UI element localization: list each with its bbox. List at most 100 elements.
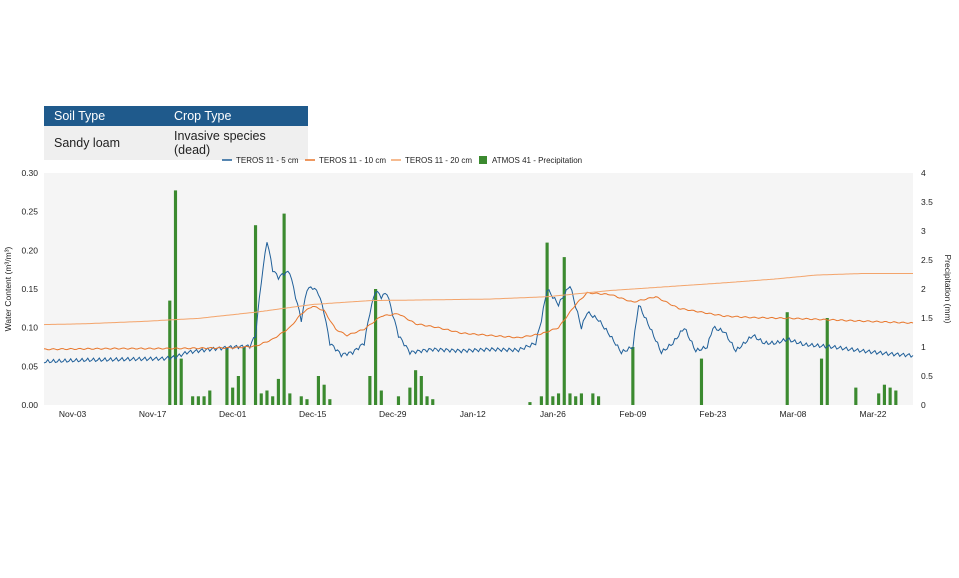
series-line (43, 242, 914, 364)
precip-bar (231, 387, 235, 405)
precip-bar (374, 289, 378, 405)
precip-bar (539, 396, 543, 405)
precip-bar (299, 396, 303, 405)
crop-type-header: Crop Type (164, 106, 308, 126)
y-tick-label: 0.10 (21, 323, 38, 333)
precip-bar (202, 396, 206, 405)
precip-bar (379, 390, 383, 405)
legend-label: TEROS 11 - 20 cm (405, 156, 472, 165)
x-tick-label: Feb-09 (619, 409, 646, 419)
legend-label: TEROS 11 - 5 cm (236, 156, 299, 165)
y2-tick-label: 3.5 (921, 197, 933, 207)
y2-tick-label: 0.5 (921, 371, 933, 381)
precipitation-bars (168, 190, 898, 405)
precip-bar (322, 384, 326, 405)
x-tick-label: Feb-23 (699, 409, 726, 419)
y2-tick-label: 3 (921, 226, 926, 236)
crop-type-value: Invasive species (dead) (164, 126, 308, 160)
precip-bar (877, 393, 881, 405)
precip-bar (396, 396, 401, 405)
soil-type-value: Sandy loam (44, 126, 164, 160)
precip-bar (316, 376, 320, 405)
right-axis-label: Precipitation (mm) (943, 255, 953, 324)
precip-bar (168, 300, 172, 405)
precip-bar (425, 396, 429, 405)
y2-tick-label: 1.5 (921, 313, 933, 323)
precip-bar (288, 393, 292, 405)
site-info-table: Soil Type Crop Type Sandy loam Invasive … (44, 106, 308, 160)
precip-bar (196, 396, 200, 405)
x-tick-label: Nov-17 (139, 409, 167, 419)
precip-bar (242, 347, 246, 405)
precip-bar (825, 318, 829, 405)
precip-bar (271, 396, 275, 405)
precip-bar (562, 257, 566, 405)
x-tick-label: Mar-22 (860, 409, 887, 419)
chart-legend: TEROS 11 - 5 cm TEROS 11 - 10 cm TEROS 11 … (222, 156, 582, 165)
legend-label: TEROS 11 - 10 cm (319, 156, 386, 165)
y-tick-label: 0.05 (21, 361, 38, 371)
x-tick-label: Nov-03 (59, 409, 87, 419)
precip-bar (368, 376, 372, 405)
x-tick-label: Dec-29 (379, 409, 407, 419)
y2-tick-label: 2.5 (921, 255, 933, 265)
precip-bar (596, 396, 601, 405)
y2-tick-label: 4 (921, 168, 926, 178)
precip-bar (179, 358, 183, 405)
precip-bar (854, 387, 858, 405)
precip-bar (591, 393, 595, 405)
precip-bar (191, 396, 195, 405)
precip-bar (253, 225, 258, 405)
precip-bar (545, 242, 549, 405)
left-axis-label: Water Content (m³/m³) (3, 246, 13, 331)
water-content-chart: TEROS 11 - 5 cm TEROS 11 - 10 cm TEROS 11 … (3, 156, 953, 419)
precip-bar (579, 393, 583, 405)
precip-bar (236, 376, 240, 405)
precip-bar (528, 402, 532, 405)
precip-bar (225, 347, 229, 405)
legend-label: ATMOS 41 - Precipitation (492, 156, 582, 165)
y-tick-label: 0.15 (21, 284, 38, 294)
series-line (43, 291, 914, 351)
legend-bar-swatch (479, 156, 487, 164)
precip-bar (888, 387, 892, 405)
site-info-header-row: Soil Type Crop Type (44, 106, 308, 126)
precip-bar (328, 399, 332, 405)
precip-bar (699, 358, 704, 405)
site-info-row: Sandy loam Invasive species (dead) (44, 126, 308, 160)
y2-tick-label: 1 (921, 342, 926, 352)
y2-tick-label: 0 (921, 400, 926, 410)
y2-tick-label: 2 (921, 284, 926, 294)
precip-bar (556, 393, 561, 405)
y-tick-label: 0.25 (21, 207, 38, 217)
x-tick-label: Dec-01 (219, 409, 247, 419)
soil-type-header: Soil Type (44, 106, 164, 126)
precip-bar (265, 390, 269, 405)
x-tick-label: Jan-26 (540, 409, 566, 419)
precip-bar (819, 358, 824, 405)
precip-bar (282, 213, 286, 405)
plot-area (44, 173, 913, 405)
precip-bar (785, 312, 789, 405)
series-line (43, 273, 913, 326)
precip-bar (431, 399, 435, 405)
x-axis-ticks: Nov-03 Nov-17 Dec-01 Dec-15 Dec-29 Jan-12 Jan-… (59, 409, 887, 419)
precip-bar (551, 396, 555, 405)
precip-bar (631, 347, 635, 405)
x-tick-label: Jan-12 (460, 409, 486, 419)
precip-bar (894, 390, 898, 405)
precip-bar (259, 393, 263, 405)
y-tick-label: 0.20 (21, 245, 38, 255)
precip-bar (305, 399, 309, 405)
precip-bar (173, 190, 178, 405)
y-tick-label: 0.00 (21, 400, 38, 410)
y-tick-label: 0.30 (21, 168, 38, 178)
x-tick-label: Dec-15 (299, 409, 327, 419)
precip-bar (408, 387, 412, 405)
precip-bar (414, 370, 418, 405)
left-axis-ticks: 0.00 0.05 0.10 0.15 0.20 0.25 0.30 (21, 168, 38, 410)
water-content-lines (43, 242, 914, 364)
precip-bar (276, 378, 280, 405)
precip-bar (882, 384, 886, 405)
precip-bar (568, 393, 572, 405)
